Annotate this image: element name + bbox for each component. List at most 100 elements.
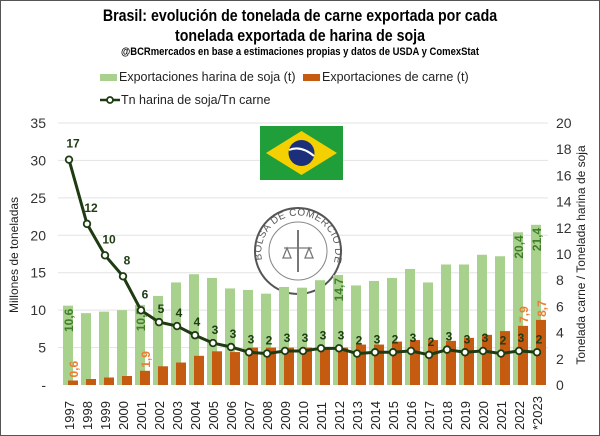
chart-subtitle: @BCRmercados en base a estimaciones prop… (121, 46, 479, 58)
bar-soy-2011 (315, 280, 325, 385)
x-tick-label: 2008 (260, 401, 275, 430)
ratio-data-label: 3 (446, 330, 453, 344)
ratio-data-label: 2 (500, 334, 507, 348)
bar-meat-2002 (158, 366, 168, 385)
bar-meat-2008 (266, 347, 276, 385)
ratio-point-2012 (334, 344, 344, 353)
x-tick-label: *2023 (530, 396, 545, 430)
ratio-data-label: 3 (284, 331, 291, 345)
x-tick-label: 2003 (170, 401, 185, 430)
bar-soy-2010 (297, 287, 307, 385)
bar-meat-2022 (518, 325, 528, 385)
bar-meat-2019 (464, 337, 474, 385)
x-tick-label: 2020 (476, 401, 491, 430)
ratio-data-label: 3 (410, 331, 417, 345)
bar-meat-1998 (86, 379, 96, 385)
ratio-point-2006 (226, 342, 236, 352)
ratio-data-label: 6 (142, 287, 149, 301)
bar-meat-2010 (302, 347, 312, 385)
bar-soy-2015 (387, 277, 397, 385)
chart-title: Brasil: evolución de tonelada de carne e… (102, 7, 498, 45)
bar-soy-2021 (495, 256, 505, 385)
x-tick-label: 2010 (296, 401, 311, 430)
right-tick-label: 4 (556, 325, 564, 341)
ratio-point-2004 (190, 331, 200, 340)
ratio-point-2007 (244, 348, 254, 357)
ratio-point-1997 (64, 155, 74, 164)
left-tick-label: - (41, 377, 46, 393)
ratio-data-label: 4 (194, 315, 201, 329)
legend-line-icon (100, 96, 120, 104)
bar-soy-2002 (153, 295, 163, 385)
bar-soy-1999 (99, 311, 109, 385)
x-tick-label: 2017 (422, 401, 437, 430)
bar-soy-2014 (369, 280, 379, 385)
bar-soy-2018 (441, 264, 451, 385)
ratio-data-label: 4 (176, 306, 183, 320)
left-axis-title: Millones de toneladas (7, 197, 21, 313)
right-tick-label: 10 (556, 246, 572, 262)
ratio-data-label: 2 (356, 334, 363, 348)
bar-soy-2007 (243, 289, 253, 385)
ratio-point-2009 (280, 346, 290, 356)
right-tick-label: 14 (556, 194, 572, 210)
legend-swatch-soy (100, 73, 117, 81)
bar-meat-2016 (410, 340, 420, 385)
bar-meat-2000 (122, 376, 132, 385)
left-tick-label: 30 (30, 152, 46, 168)
bar-meat-2020 (482, 334, 492, 385)
right-tick-label: 8 (556, 272, 564, 288)
bar-soy-*2023 (531, 224, 541, 385)
ratio-point-2003 (172, 321, 182, 331)
left-tick-label: 25 (30, 190, 46, 206)
bar-soy-2001 (135, 304, 145, 385)
left-tick-label: 35 (30, 115, 46, 131)
ratio-data-label: 5 (158, 302, 165, 316)
ratio-point-2010 (298, 346, 308, 356)
left-tick-label: 15 (30, 265, 46, 281)
ratio-data-label: 2 (392, 332, 399, 346)
right-tick-label: 18 (556, 141, 572, 157)
legend-item-meat: Exportaciones de carne (t) (303, 70, 469, 84)
ratio-data-label: 2 (428, 335, 435, 349)
ratio-data-label: 12 (84, 201, 98, 215)
x-tick-label: 2011 (314, 402, 329, 430)
ratio-point-2021 (496, 349, 506, 358)
bar-meat-2012 (338, 347, 348, 385)
ratio-point-1999 (100, 251, 110, 260)
x-tick-label: 2000 (116, 401, 131, 430)
bar-meat-2007 (248, 347, 258, 385)
ratio-data-label: 3 (212, 323, 219, 337)
bar-soy-2012 (333, 274, 343, 385)
x-tick-label: 2012 (332, 401, 347, 430)
x-tick-label: 2007 (242, 401, 257, 430)
ratio-data-label: 3 (320, 328, 327, 342)
x-tick-label: 2013 (350, 401, 365, 430)
left-tick-label: 10 (30, 302, 46, 318)
ratio-point-2020 (478, 346, 488, 356)
x-tick-label: 2016 (404, 401, 419, 430)
ratio-point-2001 (136, 306, 146, 315)
x-tick-label: 2001 (134, 401, 149, 430)
ratio-point-2018 (442, 345, 452, 354)
ratio-point-*2023 (532, 348, 542, 357)
legend-label-meat: Exportaciones de carne (t) (322, 70, 469, 84)
ratio-data-label: 3 (464, 332, 471, 346)
bar-meat-1997 (68, 380, 78, 385)
bar-meat-2015 (392, 341, 402, 385)
ratio-data-label: 2 (536, 332, 543, 346)
ratio-point-1998 (82, 219, 92, 229)
meat-data-label: 8,7 (535, 300, 549, 317)
x-tick-label: 2006 (224, 401, 239, 430)
soy-data-label: 21,4 (530, 227, 544, 251)
bar-meat-2021 (500, 331, 510, 385)
ratio-data-label: 8 (124, 253, 131, 267)
right-tick-label: 6 (556, 298, 564, 314)
bar-soy-2008 (261, 293, 271, 385)
ratio-data-label: 3 (302, 331, 309, 345)
right-tick-label: 12 (556, 220, 572, 236)
ratio-data-label: 3 (248, 332, 255, 346)
bar-meat-2013 (356, 344, 366, 385)
meat-data-label: 7,9 (517, 306, 531, 323)
ratio-data-label: 2 (266, 334, 273, 348)
